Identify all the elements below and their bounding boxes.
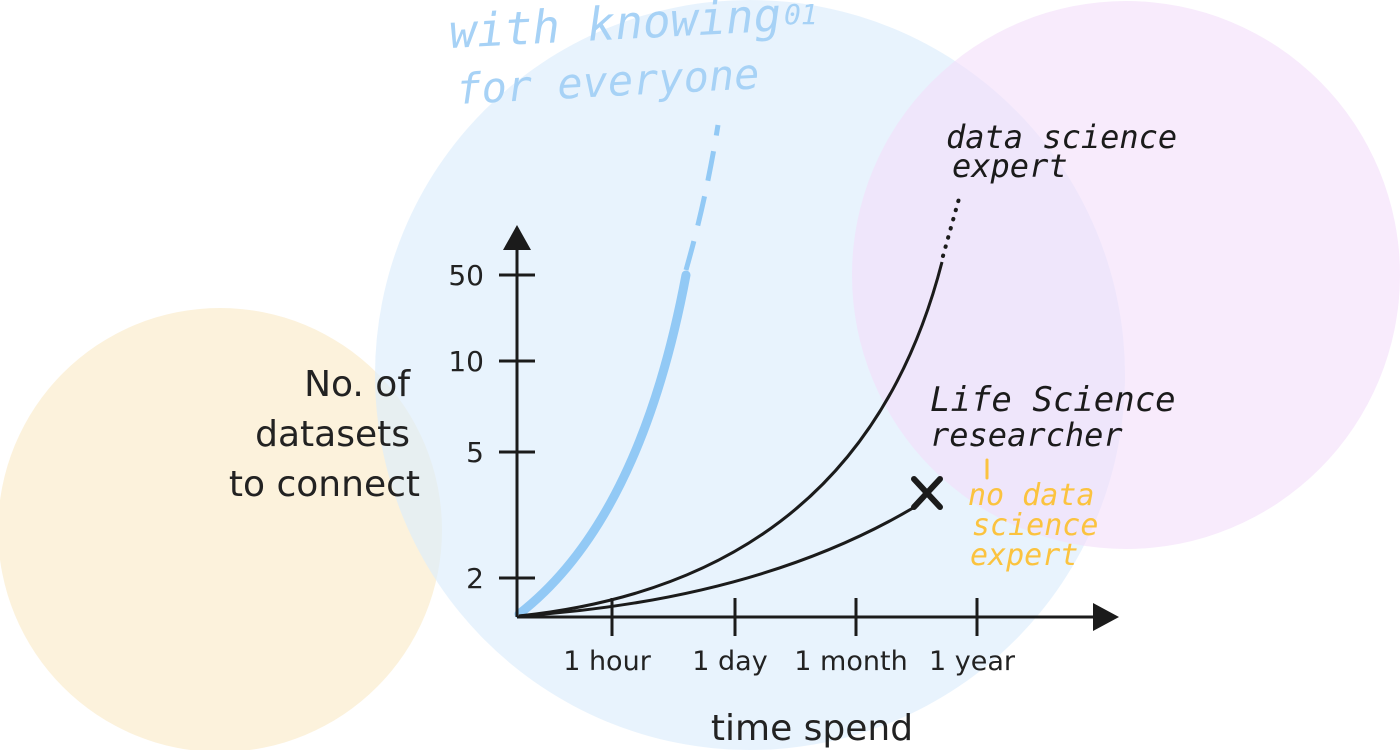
y-tick-label: 5 [466,436,484,469]
y-tick-label: 50 [448,259,484,292]
life-science-researcher-label-line-2: researcher [930,416,1123,454]
knowing-series-dashed-continuation [683,124,721,271]
knowing-series-curve [514,270,691,619]
data-science-expert-label-line-1: data science [946,118,1177,156]
y-axis-arrow-icon [503,225,531,250]
y-axis-label-line-3: to connect [229,464,420,505]
series-end-cross-marker [911,476,943,510]
no-data-science-expert-label-line-1: no data [968,478,1094,513]
chart-axes [503,225,1119,631]
y-axis-label-line-2: datasets [255,414,410,455]
no-data-science-expert-label-line-3: expert [970,538,1078,573]
data-science-expert-dotted-continuation [941,193,962,258]
x-tick-label: 1 year [929,646,1016,677]
life-science-researcher-series-curve [518,503,919,618]
x-axis-label: time spend [711,708,913,749]
yellow-background-circle [0,308,442,750]
data-science-expert-series-curve [518,261,944,618]
x-tick-label: 1 day [692,646,767,677]
data-science-expert-label-line-2: expert [952,147,1068,185]
y-axis-label-line-1: No. of [304,364,411,405]
life-science-researcher-label-line-1: Life Science [930,380,1176,420]
y-axis-ticks: 2 5 10 50 [448,259,535,595]
x-tick-label: 1 month [794,646,907,677]
no-data-science-expert-label-line-2: science [972,508,1098,543]
x-axis-arrow-icon [1093,603,1119,631]
y-tick-label: 10 [448,345,484,378]
x-tick-label: 1 hour [563,646,652,677]
knowing-series-label-superscript: 01 [784,0,818,31]
purple-background-circle [852,1,1400,549]
x-axis-ticks: 1 hour 1 day 1 month 1 year [563,598,1016,677]
y-tick-label: 2 [466,562,484,595]
